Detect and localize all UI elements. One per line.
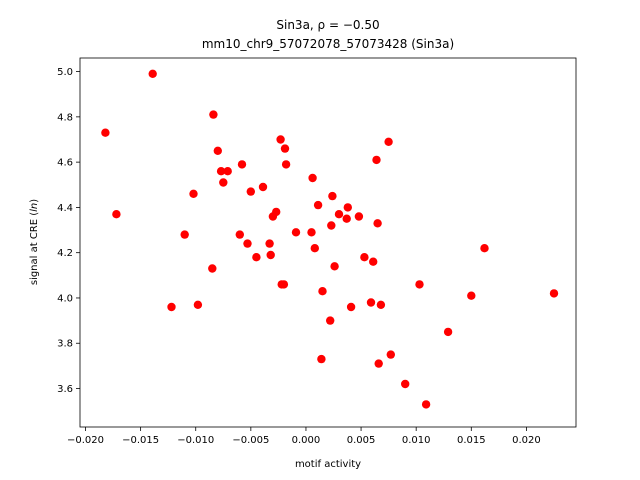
data-point-11 — [219, 178, 228, 187]
data-point-4 — [180, 230, 189, 239]
data-point-45 — [366, 298, 376, 307]
data-point-29 — [307, 228, 316, 237]
x-tick-label: 0.000 — [292, 435, 321, 446]
data-point-51 — [384, 137, 393, 146]
x-tick-label: −0.010 — [177, 435, 214, 446]
data-point-9 — [213, 146, 222, 155]
data-point-40 — [342, 214, 351, 223]
data-point-52 — [386, 350, 395, 359]
data-points — [101, 69, 559, 409]
data-point-56 — [443, 327, 453, 337]
y-tick-label: 4.6 — [57, 158, 73, 169]
data-point-18 — [258, 182, 268, 192]
data-point-25 — [279, 280, 289, 289]
data-point-31 — [310, 244, 319, 253]
data-point-48 — [373, 219, 382, 228]
data-point-1 — [112, 210, 121, 219]
data-point-35 — [326, 316, 335, 325]
y-axis-label-ln: ln — [29, 203, 40, 212]
data-point-59 — [549, 289, 559, 298]
data-point-53 — [401, 379, 410, 389]
data-point-22 — [272, 207, 281, 217]
data-point-49 — [374, 359, 383, 368]
y-tick-label: 4.4 — [57, 203, 73, 214]
data-point-12 — [223, 167, 232, 176]
x-tick-label: 0.005 — [347, 435, 376, 446]
y-tick-label: 5.0 — [57, 67, 73, 78]
y-tick-label: 4.2 — [57, 248, 73, 259]
x-tick-label: 0.010 — [402, 435, 431, 446]
data-point-6 — [193, 300, 203, 309]
data-point-54 — [415, 280, 424, 289]
data-point-37 — [328, 191, 337, 201]
y-tick-label: 4.0 — [57, 293, 73, 304]
y-axis-label-prefix: signal at CRE ( — [29, 212, 40, 285]
x-axis-ticks: −0.020 −0.015 −0.010 −0.005 0.000 0.005 0.010 0… — [67, 427, 541, 446]
data-point-20 — [266, 250, 275, 260]
data-point-39 — [334, 210, 344, 219]
y-tick-label: 3.8 — [57, 339, 73, 350]
data-point-42 — [346, 302, 356, 312]
data-point-26 — [280, 144, 290, 153]
x-axis-label: motif activity — [295, 459, 361, 470]
data-point-17 — [252, 253, 261, 262]
x-tick-label: −0.015 — [122, 435, 159, 446]
data-point-55 — [421, 400, 431, 409]
data-point-23 — [276, 135, 285, 144]
data-point-33 — [317, 354, 326, 364]
data-point-5 — [189, 189, 198, 198]
data-point-0 — [101, 128, 110, 137]
data-point-36 — [327, 221, 336, 230]
data-point-8 — [209, 110, 218, 119]
y-axis-label: signal at CRE (ln) — [29, 199, 40, 285]
data-point-47 — [372, 155, 381, 165]
data-point-38 — [330, 262, 339, 271]
data-point-46 — [369, 257, 378, 266]
y-tick-label: 3.6 — [57, 384, 73, 395]
x-tick-label: −0.020 — [67, 435, 104, 446]
x-tick-label: 0.020 — [512, 435, 541, 446]
data-point-30 — [308, 173, 317, 183]
data-point-15 — [243, 239, 252, 248]
data-point-7 — [208, 264, 217, 273]
data-point-50 — [376, 300, 386, 309]
y-axis-ticks: 3.6 3.8 4.0 4.2 4.4 4.6 4.8 5.0 — [57, 67, 80, 395]
data-point-2 — [148, 69, 157, 79]
y-tick-label: 4.8 — [57, 112, 73, 123]
x-tick-label: −0.005 — [232, 435, 269, 446]
data-point-19 — [265, 239, 274, 248]
data-point-32 — [313, 200, 323, 210]
data-point-57 — [467, 291, 476, 300]
chart-title-line2: mm10_chr9_57072078_57073428 (Sin3a) — [202, 37, 454, 51]
data-point-27 — [281, 160, 291, 169]
x-tick-label: 0.015 — [457, 435, 486, 446]
data-point-16 — [246, 187, 255, 196]
data-point-14 — [237, 160, 247, 169]
data-point-34 — [318, 287, 327, 296]
data-point-58 — [480, 244, 489, 253]
data-point-3 — [167, 302, 176, 312]
chart-title-line1: Sin3a, ρ = −0.50 — [276, 18, 379, 32]
data-point-13 — [235, 230, 244, 239]
data-point-43 — [354, 212, 364, 221]
data-point-28 — [291, 228, 301, 237]
y-axis-label-suffix: ) — [29, 199, 40, 203]
data-point-10 — [216, 167, 226, 176]
plot-area-frame — [79, 57, 577, 428]
data-point-41 — [343, 203, 352, 212]
data-point-44 — [360, 253, 369, 262]
